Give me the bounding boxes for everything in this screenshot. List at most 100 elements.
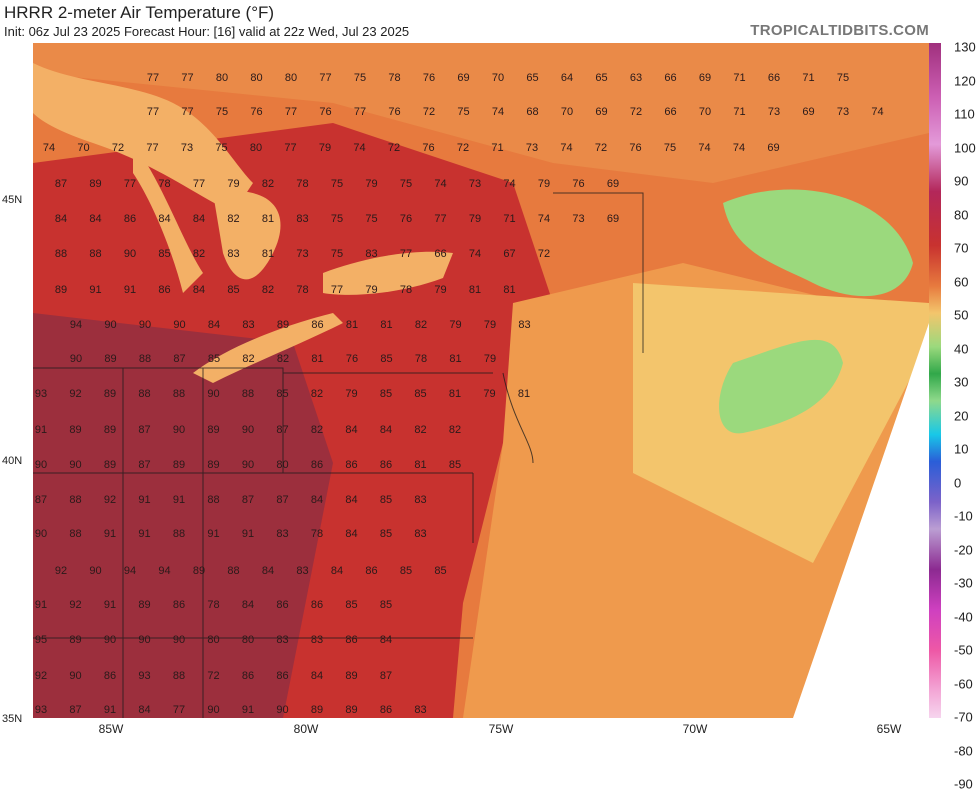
map-subtitle: Init: 06z Jul 23 2025 Forecast Hour: [16… [4, 24, 410, 39]
station-value: 77 [181, 106, 194, 118]
colorbar-label: -60 [954, 676, 973, 691]
station-value: 87 [173, 353, 186, 365]
station-value: 81 [261, 213, 275, 225]
station-value: 82 [414, 424, 427, 436]
station-value: 77 [146, 106, 160, 118]
colorbar-label: 60 [954, 274, 969, 289]
station-value: 80 [250, 72, 263, 84]
station-value: 73 [296, 248, 309, 260]
station-value: 86 [276, 599, 289, 611]
station-value: 66 [767, 72, 781, 84]
station-value: 79 [483, 388, 496, 400]
station-value: 88 [207, 494, 220, 506]
station-value: 91 [241, 704, 255, 716]
station-value: 82 [414, 319, 428, 331]
station-value: 63 [629, 72, 643, 84]
station-value: 85 [379, 494, 393, 506]
station-value: 76 [422, 142, 435, 154]
station-value: 79 [483, 353, 497, 365]
colorbar-label: 50 [954, 307, 969, 323]
brand-label[interactable]: TROPICALTIDBITS.COM [750, 22, 929, 39]
station-value: 89 [103, 388, 117, 400]
station-value: 76 [250, 106, 263, 118]
station-value: 88 [241, 388, 255, 400]
station-value: 71 [733, 106, 746, 118]
station-value: 67 [503, 248, 516, 260]
station-value: 87 [276, 424, 289, 436]
station-value: 77 [172, 704, 186, 716]
temperature-map[interactable]: 77 77 80 80 80 77 75 78 76 69 70 65 64 65 63 66 69 71 66 71… [33, 43, 929, 718]
station-value: 91 [103, 599, 117, 611]
station-value: 87 [276, 494, 289, 506]
station-value: 90 [34, 459, 48, 471]
station-value: 94 [123, 565, 137, 577]
station-value: 90 [123, 248, 137, 260]
station-value: 76 [399, 213, 413, 225]
station-value: 70 [698, 106, 712, 118]
station-value: 78 [388, 72, 401, 84]
station-value: 74 [698, 142, 711, 154]
station-value: 86 [241, 670, 255, 682]
lon-label-70w: 70W [682, 722, 708, 736]
station-value: 69 [595, 106, 608, 118]
station-value: 83 [518, 319, 531, 331]
station-value: 89 [69, 634, 82, 646]
station-value: 84 [138, 704, 151, 716]
station-value: 87 [138, 459, 151, 471]
station-value: 77 [123, 178, 137, 190]
station-value: 91 [34, 424, 48, 436]
station-value: 78 [296, 178, 309, 190]
station-value: 94 [69, 319, 83, 331]
station-value: 89 [345, 704, 358, 716]
station-value: 74 [871, 106, 884, 118]
station-value: 85 [207, 353, 221, 365]
station-value: 80 [249, 142, 263, 154]
colorbar-label: 10 [954, 441, 969, 457]
station-value: 85 [227, 284, 240, 296]
station-value: 78 [310, 528, 324, 540]
station-value: 89 [207, 459, 220, 471]
station-value: 93 [34, 704, 48, 716]
station-value: 79 [483, 319, 497, 331]
station-value: 88 [227, 565, 240, 577]
station-value: 80 [241, 634, 255, 646]
station-value: 86 [379, 459, 393, 471]
station-value: 91 [241, 528, 255, 540]
station-value: 77 [192, 178, 206, 190]
station-value: 86 [123, 213, 137, 225]
station-value: 90 [173, 319, 186, 331]
station-value: 90 [69, 353, 83, 365]
station-value: 81 [261, 248, 275, 260]
station-value: 88 [54, 248, 68, 260]
colorbar-label: -40 [954, 609, 973, 624]
station-value: 83 [276, 528, 289, 540]
station-value: 87 [34, 494, 48, 506]
station-value: 81 [503, 284, 516, 296]
station-value: 69 [606, 213, 620, 225]
station-value: 77 [330, 284, 344, 296]
colorbar-label: -20 [954, 542, 973, 557]
station-value: 76 [422, 72, 436, 84]
station-value: 68 [526, 106, 539, 118]
station-value: 77 [399, 248, 413, 260]
colorbar-label: 130 [954, 39, 976, 55]
station-value: 88 [69, 528, 82, 540]
station-value: 76 [319, 106, 332, 118]
station-value: 76 [345, 353, 359, 365]
station-value: 82 [448, 424, 462, 436]
colorbar-label: -70 [954, 709, 973, 725]
station-value: 90 [241, 459, 255, 471]
station-value: 77 [434, 213, 447, 225]
station-value: 71 [503, 213, 516, 225]
station-value: 93 [34, 388, 48, 400]
station-value: 84 [379, 424, 393, 436]
colorbar-label: -80 [954, 743, 973, 758]
station-value: 89 [54, 284, 68, 296]
station-value: 73 [468, 178, 482, 190]
station-value: 79 [318, 142, 332, 154]
station-value: 85 [379, 599, 393, 611]
station-value: 89 [172, 459, 186, 471]
station-value: 78 [158, 178, 171, 190]
station-value: 72 [594, 142, 608, 154]
station-value: 75 [330, 178, 344, 190]
